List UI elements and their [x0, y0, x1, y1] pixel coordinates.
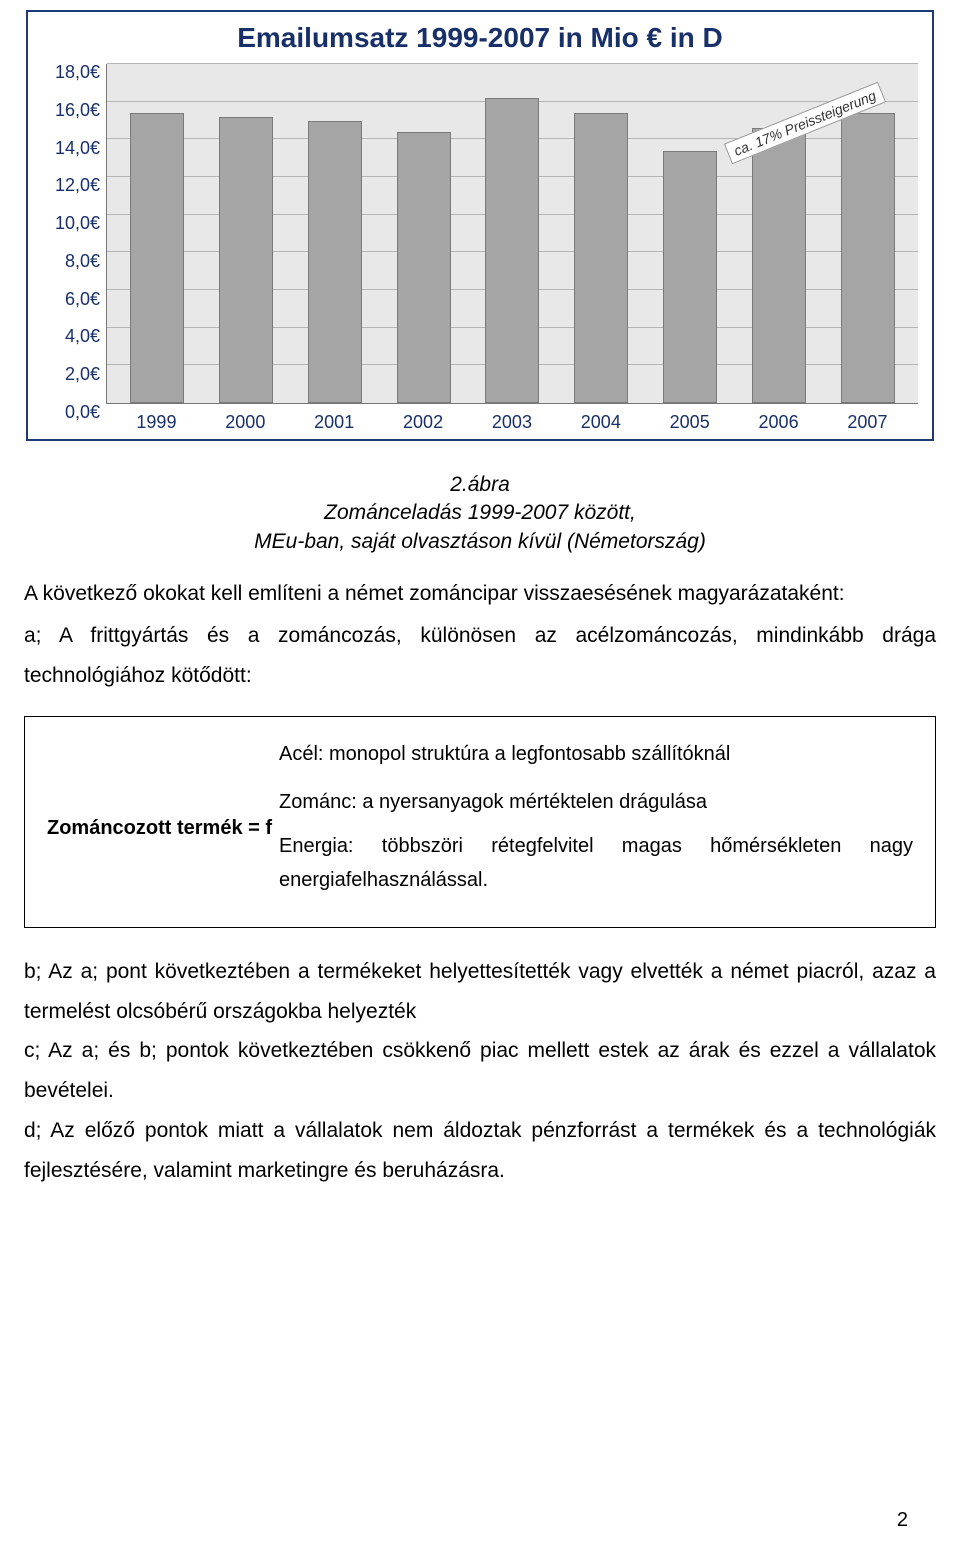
formula-left: Zománcozott termék = f — [47, 785, 279, 845]
formula-box: Acél: monopol struktúra a legfontosabb s… — [24, 716, 936, 928]
figure-caption: 2.ábra Zománceladás 1999-2007 között, ME… — [24, 471, 936, 556]
x-tick-label: 2003 — [485, 412, 539, 433]
bar — [308, 121, 362, 404]
caption-line-1: Zománceladás 1999-2007 között, — [324, 501, 636, 524]
x-tick-label: 2004 — [574, 412, 628, 433]
chart-body: 18,0€16,0€14,0€12,0€10,0€8,0€6,0€4,0€2,0… — [42, 64, 918, 404]
x-tick-label: 1999 — [129, 412, 183, 433]
page-number: 2 — [897, 1509, 908, 1532]
bar — [574, 113, 628, 403]
x-tick-label: 2000 — [218, 412, 272, 433]
item-c: c; Az a; és b; pontok következtében csök… — [24, 1031, 936, 1111]
bar — [397, 132, 451, 403]
formula-top: Acél: monopol struktúra a legfontosabb s… — [47, 737, 913, 771]
x-tick-label: 2001 — [307, 412, 361, 433]
chart-container: Emailumsatz 1999-2007 in Mio € in D 18,0… — [26, 10, 934, 441]
x-tick-label: 2006 — [752, 412, 806, 433]
formula-right: Zománc: a nyersanyagok mértéktelen drágu… — [279, 785, 913, 907]
bar — [485, 98, 539, 403]
bar — [130, 113, 184, 403]
chart-title: Emailumsatz 1999-2007 in Mio € in D — [42, 22, 918, 54]
x-tick-label: 2002 — [396, 412, 450, 433]
bar — [752, 128, 806, 403]
plot-area: ca. 17% Preissteigerung — [106, 64, 918, 404]
x-tick-label: 2005 — [663, 412, 717, 433]
formula-r1: Zománc: a nyersanyagok mértéktelen drágu… — [279, 785, 913, 819]
lead-paragraph: A következő okokat kell említeni a német… — [24, 574, 936, 614]
x-tick-label: 2007 — [840, 412, 894, 433]
bar — [219, 117, 273, 403]
y-axis: 18,0€16,0€14,0€12,0€10,0€8,0€6,0€4,0€2,0… — [42, 64, 106, 404]
item-a: a; A frittgyártás és a zománcozás, külön… — [24, 616, 936, 696]
body-text: A következő okokat kell említeni a német… — [24, 574, 936, 1191]
item-d: d; Az előző pontok miatt a vállalatok ne… — [24, 1111, 936, 1191]
plot-background: ca. 17% Preissteigerung — [107, 64, 918, 403]
bar — [663, 151, 717, 403]
figure-label: 2.ábra — [450, 473, 510, 496]
formula-r2: Energia: többszöri rétegfelvitel magas h… — [279, 829, 913, 897]
item-b: b; Az a; pont következtében a termékeket… — [24, 952, 936, 1032]
caption-line-2: MEu-ban, saját olvasztáson kívül (Németo… — [254, 530, 706, 553]
x-axis: 1999 2000 2001 2002 2003 2004 2005 2006 2007 — [42, 404, 918, 433]
bar — [841, 113, 895, 403]
